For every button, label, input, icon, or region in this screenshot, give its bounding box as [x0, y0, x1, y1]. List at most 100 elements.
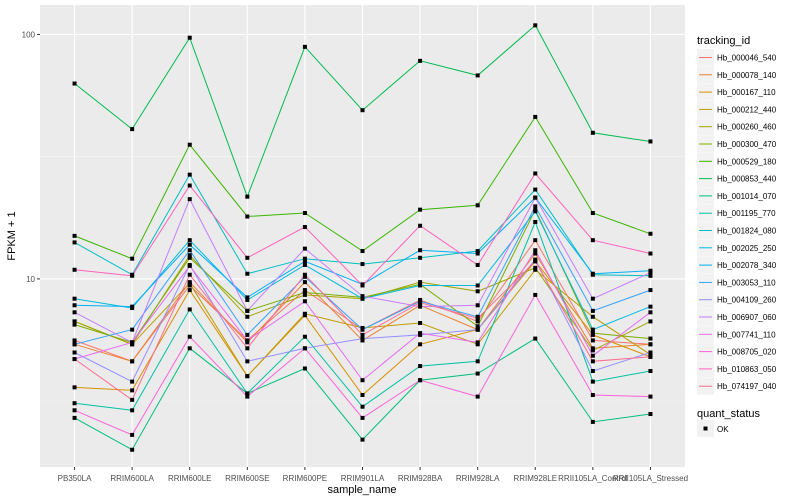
data-point: [533, 114, 538, 119]
data-point: [245, 332, 250, 337]
data-point: [360, 262, 365, 267]
data-point: [475, 340, 480, 345]
legend-label: Hb_000078_140: [717, 71, 777, 80]
data-point: [533, 251, 538, 256]
data-point: [533, 248, 538, 253]
data-point: [533, 187, 538, 192]
data-point: [648, 350, 653, 355]
data-point: [418, 58, 423, 63]
data-point: [187, 281, 192, 286]
data-point: [648, 352, 653, 357]
data-point: [418, 223, 423, 228]
data-point: [245, 214, 250, 219]
point-legend-title: quant_status: [697, 408, 760, 420]
data-point: [72, 240, 77, 245]
data-point: [590, 130, 595, 135]
y-tick-label: 10: [26, 275, 35, 284]
x-tick-label: RRII105LA_Control: [558, 474, 628, 483]
legend-label: Hb_001195_770: [717, 209, 776, 218]
data-point: [187, 255, 192, 260]
data-point: [245, 314, 250, 319]
legend-label: Hb_010863_050: [717, 365, 777, 374]
y-axis-title: FPKM + 1: [6, 211, 18, 260]
x-tick-label: PB350LA: [58, 474, 92, 483]
data-point: [590, 238, 595, 243]
data-point: [187, 334, 192, 339]
data-point: [187, 263, 192, 268]
data-point: [245, 346, 250, 351]
data-point: [302, 288, 307, 293]
data-point: [130, 340, 135, 345]
data-point: [475, 327, 480, 332]
x-tick-label: RRII105LA_Stressed: [613, 474, 688, 483]
data-point: [130, 379, 135, 384]
data-point: [418, 321, 423, 326]
data-point: [72, 342, 77, 347]
data-point: [648, 412, 653, 417]
data-point: [72, 319, 77, 324]
legend-label: Hb_002078_340: [717, 261, 777, 270]
x-tick-label: RRIM928BA: [398, 474, 443, 483]
data-point: [130, 359, 135, 364]
data-point: [648, 270, 653, 275]
data-point: [418, 283, 423, 288]
data-point: [648, 336, 653, 341]
data-point: [590, 359, 595, 364]
data-point: [72, 408, 77, 413]
data-point: [475, 289, 480, 294]
data-point: [302, 311, 307, 316]
data-point: [187, 238, 192, 243]
data-point: [245, 271, 250, 276]
data-point: [590, 419, 595, 424]
data-point: [418, 331, 423, 336]
legend-label: Hb_000853_440: [717, 175, 777, 184]
data-point: [302, 225, 307, 230]
data-point: [187, 272, 192, 277]
data-point: [245, 194, 250, 199]
legend-label: Hb_002025_250: [717, 244, 777, 253]
data-point: [360, 327, 365, 332]
data-point: [72, 303, 77, 308]
legend-label: Hb_000260_460: [717, 123, 777, 132]
data-point: [648, 342, 653, 347]
data-point: [72, 357, 77, 362]
data-point: [72, 350, 77, 355]
data-point: [302, 256, 307, 261]
data-point: [302, 246, 307, 251]
data-point: [475, 249, 480, 254]
legend-title: tracking_id: [697, 35, 750, 47]
x-tick-label: RRIM600LA: [110, 474, 154, 483]
data-point: [360, 249, 365, 254]
data-point: [475, 251, 480, 256]
data-point: [130, 327, 135, 332]
data-point: [360, 332, 365, 337]
data-point: [187, 183, 192, 188]
point-legend-marker: [703, 426, 708, 431]
legend-label: Hb_006907_060: [717, 313, 777, 322]
data-point: [360, 437, 365, 442]
data-point: [533, 23, 538, 28]
data-point: [187, 197, 192, 202]
data-point: [72, 267, 77, 272]
data-point: [648, 310, 653, 315]
data-point: [302, 366, 307, 371]
x-tick-label: RRIM600LE: [168, 474, 212, 483]
data-point: [475, 203, 480, 208]
legend-label: Hb_000300_470: [717, 140, 777, 149]
legend-label: Hb_001824_080: [717, 227, 777, 236]
data-point: [130, 447, 135, 452]
data-point: [245, 308, 250, 313]
data-point: [590, 392, 595, 397]
y-tick-label: 100: [22, 30, 36, 39]
data-point: [475, 371, 480, 376]
data-point: [648, 304, 653, 309]
data-point: [72, 385, 77, 390]
data-point: [590, 368, 595, 373]
data-point: [130, 388, 135, 393]
data-point: [72, 296, 77, 301]
x-axis-title: sample_name: [327, 484, 396, 496]
data-point: [187, 288, 192, 293]
data-point: [590, 296, 595, 301]
